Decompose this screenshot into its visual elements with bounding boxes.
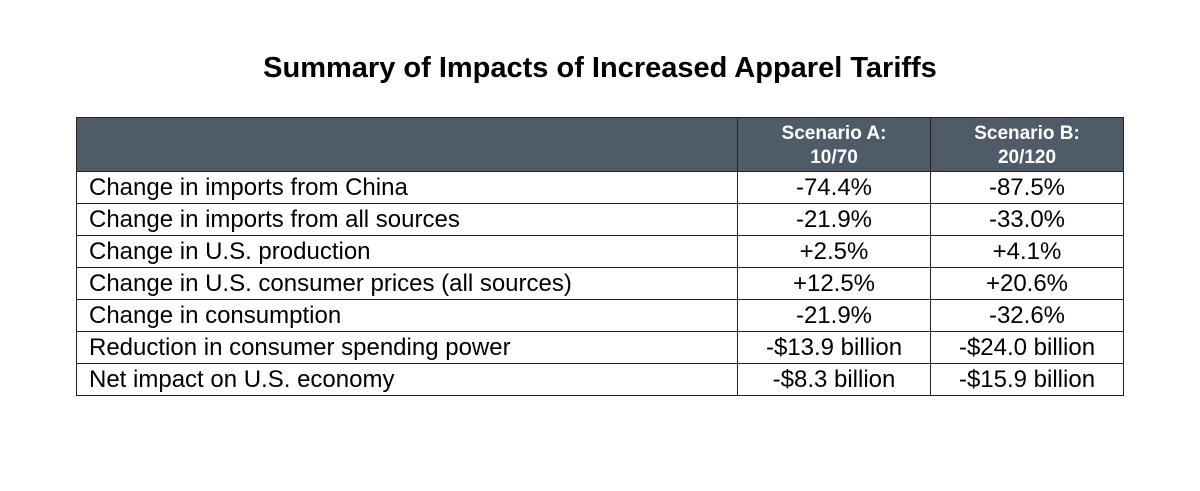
cell-value: -21.9% <box>737 203 931 236</box>
cell-value: +12.5% <box>737 267 931 300</box>
summary-table: Scenario A: 10/70 Scenario B: 20/120 Change… <box>76 117 1124 396</box>
table-row: Change in imports from all sources -21.9%… <box>76 203 1124 236</box>
table-row: Change in U.S. production +2.5% +4.1% <box>76 235 1124 268</box>
row-label: Change in U.S. consumer prices (all sour… <box>76 267 738 300</box>
cell-value: -21.9% <box>737 299 931 332</box>
cell-value: -$8.3 billion <box>737 363 931 396</box>
row-label: Change in imports from all sources <box>76 203 738 236</box>
header-text: 10/70 <box>810 147 858 168</box>
title: Summary of Impacts of Increased Apparel … <box>263 52 937 84</box>
table-row: Change in consumption -21.9% -32.6% <box>76 299 1124 332</box>
row-label: Change in consumption <box>76 299 738 332</box>
cell-value: +20.6% <box>930 267 1124 300</box>
cell-value: +4.1% <box>930 235 1124 268</box>
table-row: Reduction in consumer spending power -$13… <box>76 331 1124 364</box>
cell-value: +2.5% <box>737 235 931 268</box>
header-text: Scenario A: <box>781 123 887 144</box>
header-cell: Scenario B: 20/120 <box>930 117 1124 172</box>
table-body: Change in imports from China -74.4% -87.5%… <box>76 171 1124 396</box>
table-row: Change in U.S. consumer prices (all sour… <box>76 267 1124 300</box>
row-label: Reduction in consumer spending power <box>76 331 738 364</box>
row-label: Change in U.S. production <box>76 235 738 268</box>
row-label: Change in imports from China <box>76 171 738 204</box>
header-text: Scenario B: <box>974 123 1080 144</box>
header-cell: Scenario A: 10/70 <box>737 117 931 172</box>
table-row: Change in imports from China -74.4% -87.5% <box>76 171 1124 204</box>
cell-value: -$13.9 billion <box>737 331 931 364</box>
cell-value: -87.5% <box>930 171 1124 204</box>
header-cell <box>76 117 738 172</box>
header-text: 20/120 <box>997 147 1057 168</box>
table-row: Net impact on U.S. economy -$8.3 billion -… <box>76 363 1124 396</box>
row-label: Net impact on U.S. economy <box>76 363 738 396</box>
cell-value: -32.6% <box>930 299 1124 332</box>
cell-value: -74.4% <box>737 171 931 204</box>
cell-value: -$24.0 billion <box>930 331 1124 364</box>
cell-value: -$15.9 billion <box>930 363 1124 396</box>
header-row: Scenario A: 10/70 Scenario B: 20/120 <box>76 117 1124 172</box>
cell-value: -33.0% <box>930 203 1124 236</box>
